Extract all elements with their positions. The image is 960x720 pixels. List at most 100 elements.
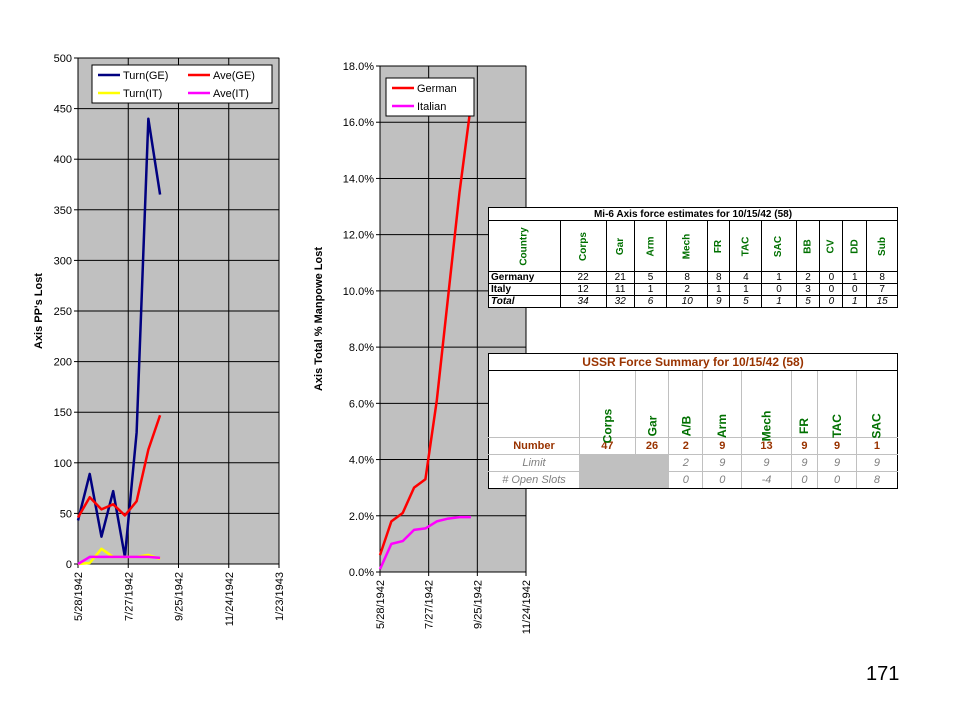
ussr-cell: # Open Slots [488,471,580,489]
ussr-cell: 0 [668,471,704,489]
mi6-cell: 0 [819,283,844,296]
ussr-cell: 9 [855,454,899,472]
ussr-cell: 9 [702,437,743,455]
mi6-cell: Italy [488,283,561,296]
mi6-cell: 5 [633,271,668,284]
ussr-cell: -4 [741,471,792,489]
series-line [76,414,162,519]
table-row: # Open Slots 0 0 -4 0 0 8 [488,471,899,489]
y-tick-label: 8.0% [349,342,374,354]
ussr-cell: 9 [702,454,743,472]
ussr-cell [634,471,670,489]
y-axis-label: Axis Total % Manpowe Lost [313,247,325,391]
ussr-cell: Number [488,437,580,455]
ussr-header: SAC [855,370,899,439]
y-tick-label: 250 [54,306,72,318]
ussr-cell: 2 [668,454,704,472]
mi6-cell: 1 [761,271,797,284]
mi6-cell: 0 [761,283,797,296]
mi6-cell: Germany [488,271,561,284]
legend-label: Ave(IT) [213,88,249,100]
table-row: Total 34 32 6 10 9 5 1 5 0 1 15 [488,295,898,308]
x-tick-label: 5/28/1942 [375,580,387,629]
ussr-header: Mech [741,370,792,441]
y-tick-label: 100 [54,458,72,470]
table-row: Limit 2 9 9 9 9 9 [488,454,899,472]
mi6-header: Corps [559,220,607,272]
mi6-cell: 0 [842,283,868,296]
x-tick-label: 5/28/1942 [73,572,85,621]
mi6-header: Country [488,220,561,272]
series-line [76,117,162,559]
ussr-header-empty [488,370,580,438]
mi6-estimates-table: Mi-6 Axis force estimates for 10/15/42 (… [488,207,898,308]
mi6-header: Gar [605,220,635,272]
mi6-cell: 6 [633,295,668,308]
mi6-title: Mi-6 Axis force estimates for 10/15/42 (… [488,207,898,221]
ussr-cell: 8 [855,471,899,489]
mi6-cell: 8 [866,271,898,284]
mi6-header: DD [842,220,868,272]
mi6-cell: 22 [559,271,607,284]
ussr-header: FR [790,370,819,438]
mi6-header: Arm [633,220,668,272]
series-line [77,555,161,566]
mi6-cell: 1 [842,271,868,284]
y-tick-label: 6.0% [349,398,374,410]
mi6-header: TAC [729,220,763,272]
mi6-cell: 2 [795,271,821,284]
y-tick-label: 500 [54,53,72,65]
y-tick-label: 2.0% [349,511,374,523]
page-number: 171 [866,663,900,685]
mi6-header: CV [819,220,844,272]
ussr-title: USSR Force Summary for 10/15/42 (58) [488,353,898,371]
x-tick-label: 9/25/1942 [472,580,484,629]
ussr-cell: 9 [790,437,819,455]
x-tick-label: 7/27/1942 [424,580,436,629]
mi6-cell: 9 [707,295,731,308]
y-tick-label: 14.0% [343,173,374,185]
x-tick-label: 1/23/1943 [274,572,286,621]
mi6-cell: 5 [729,295,763,308]
y-tick-label: 4.0% [349,455,374,467]
y-tick-label: 12.0% [343,230,374,242]
mi6-cell: 2 [666,283,709,296]
y-tick-label: 300 [54,255,72,267]
mi6-cell: 0 [819,295,844,308]
mi6-cell: 7 [866,283,898,296]
y-tick-label: 0.0% [349,567,374,579]
x-tick-label: 9/25/1942 [174,572,186,621]
ussr-cell [579,471,636,489]
table-row: Number 47 26 2 9 13 9 9 1 [488,437,899,455]
ussr-cell: 0 [790,471,819,489]
legend-box [91,64,273,104]
ussr-cell: 26 [634,437,670,455]
mi6-cell: 21 [605,271,635,284]
ussr-header: Corps [579,370,636,443]
x-tick-label: 11/24/1942 [224,572,236,626]
y-tick-label: 150 [54,407,72,419]
series-line [378,105,473,556]
ussr-header: Arm [702,370,743,438]
table-row: Germany 22 21 5 8 8 4 1 2 0 1 8 [488,271,898,284]
ussr-cell: 1 [855,437,899,455]
ussr-cell: 9 [817,454,857,472]
mi6-cell: 15 [866,295,898,308]
mi6-cell: 10 [666,295,709,308]
mi6-header: Sub [866,220,898,272]
x-tick-label: 7/27/1942 [123,572,135,621]
mi6-cell: 1 [633,283,668,296]
ussr-cell [634,454,670,472]
ussr-cell: 0 [817,471,857,489]
ussr-header: Gar [634,370,670,438]
y-tick-label: 0 [66,559,72,571]
series-line [378,515,471,570]
ussr-cell: Limit [488,454,580,472]
ussr-header: TAC [817,370,857,438]
table-row: Italy 12 11 1 2 1 1 0 3 0 0 7 [488,283,898,296]
ussr-cell: 9 [741,454,792,472]
mi6-cell: 3 [795,283,821,296]
y-tick-label: 18.0% [343,61,374,73]
